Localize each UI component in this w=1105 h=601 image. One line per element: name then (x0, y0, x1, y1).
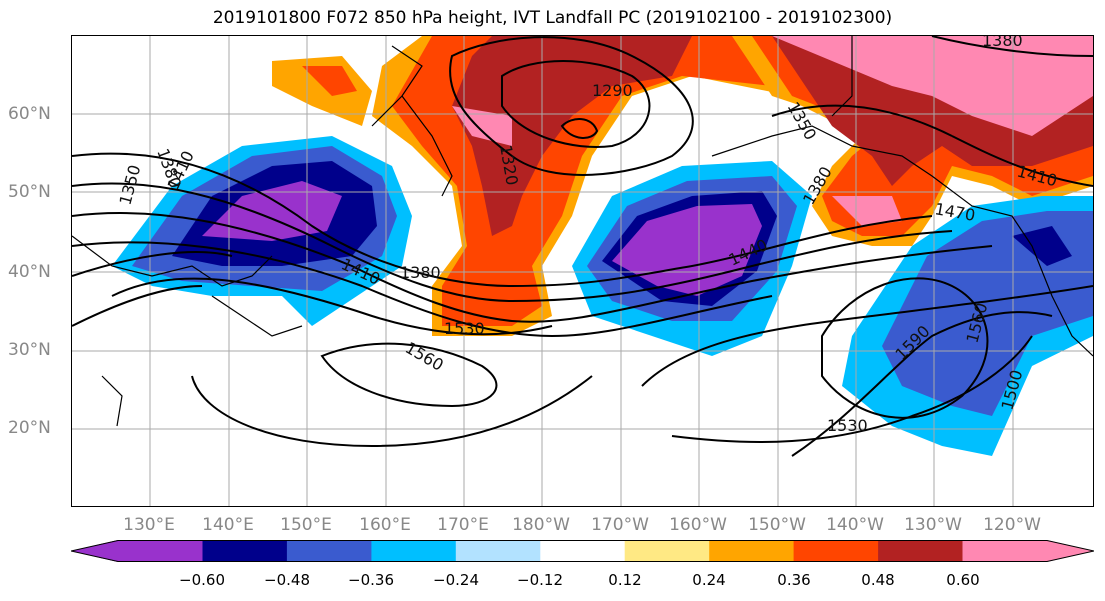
coastlines (72, 36, 1093, 427)
contour-label: 1470 (933, 199, 976, 225)
lat-label: 30°N (8, 340, 51, 360)
map-title: 2019101800 F072 850 hPa height, IVT Land… (212, 8, 893, 28)
contour-label: 1530 (444, 319, 485, 338)
colorbar-segment (793, 540, 879, 562)
colorbar-tick: 0.24 (692, 571, 726, 589)
colorbar-segments (71, 540, 1094, 562)
lat-label: 40°N (8, 262, 51, 282)
lon-label: 150°W (748, 515, 806, 535)
colorbar-segment (118, 540, 204, 562)
colorbar-segment (878, 540, 964, 562)
lon-label: 120°W (983, 515, 1041, 535)
lon-label: 160°E (359, 515, 411, 535)
colorbar-tick: −0.36 (348, 571, 394, 589)
contour-label: 1290 (592, 81, 633, 100)
lon-label: 130°E (123, 515, 175, 535)
colorbar-tick: 0.36 (777, 571, 811, 589)
lon-label: 130°W (904, 515, 962, 535)
colorbar-segment (455, 540, 541, 562)
colorbar (71, 540, 1094, 562)
contour-label: 1530 (827, 416, 868, 435)
colorbar-segment (371, 540, 457, 562)
colorbar-segment (624, 540, 710, 562)
contour-label: 1380 (400, 263, 441, 282)
colorbar-tick: 0.12 (608, 571, 642, 589)
colorbar-extension-high (1047, 540, 1094, 562)
colorbar-segment (286, 540, 372, 562)
lon-label: 140°W (826, 515, 884, 535)
colorbar-segment (709, 540, 795, 562)
contour-label: 1380 (982, 36, 1023, 50)
map-canvas: 1290 1320 1350 1350 1380 1380 1380 1380 … (72, 36, 1093, 506)
colorbar-tick: −0.48 (264, 571, 310, 589)
lon-label: 150°E (280, 515, 332, 535)
colorbar-tick: −0.24 (433, 571, 479, 589)
colorbar-segment (202, 540, 288, 562)
colorbar-tick: 0.60 (946, 571, 980, 589)
colorbar-extension-low-tip (71, 540, 118, 562)
contour-label: 1560 (402, 338, 447, 375)
colorbar-tick: −0.60 (179, 571, 225, 589)
colorbar-tick: 0.48 (861, 571, 895, 589)
lon-label: 170°W (591, 515, 649, 535)
height-contours (72, 36, 1093, 457)
lon-label: 170°E (437, 515, 489, 535)
map-panel: 1290 1320 1350 1350 1380 1380 1380 1380 … (71, 35, 1094, 507)
negative-shading (112, 136, 1093, 456)
lat-label: 50°N (8, 182, 51, 202)
lat-label: 20°N (8, 418, 51, 438)
lon-label: 180°W (512, 515, 570, 535)
colorbar-segment (540, 540, 626, 562)
colorbar-outline (71, 540, 1094, 562)
lat-label: 60°N (8, 104, 51, 124)
colorbar-tick: −0.12 (517, 571, 563, 589)
colorbar-segment (962, 540, 1048, 562)
lon-label: 160°W (669, 515, 727, 535)
lon-label: 140°E (202, 515, 254, 535)
